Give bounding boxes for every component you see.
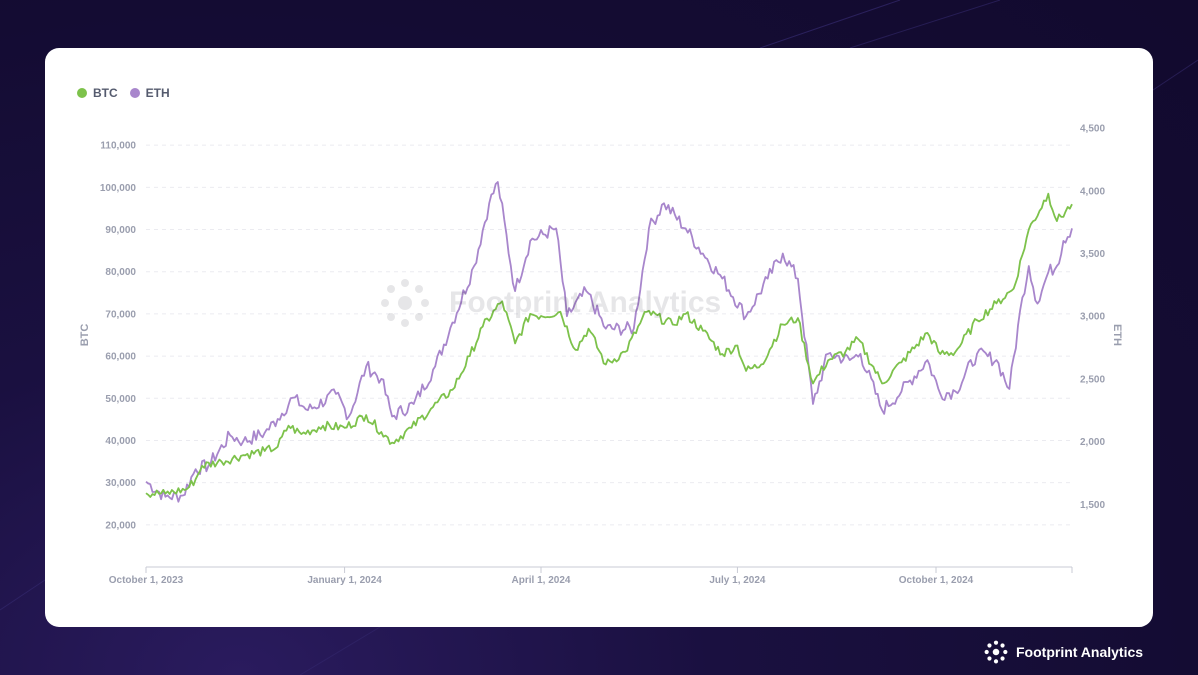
grid-layer — [146, 144, 1072, 526]
legend-item-btc[interactable]: BTC — [77, 86, 118, 100]
series-line-btc[interactable] — [145, 192, 1073, 498]
y-left-tick-label: 50,000 — [105, 394, 136, 405]
y-left-tick-label: 100,000 — [100, 183, 137, 194]
y-right-tick-label: 4,000 — [1080, 186, 1105, 197]
x-tick-label: January 1, 2024 — [307, 575, 382, 586]
line-chart: 20,000 30,000 40,000 50,000 60,000 70,000 80,0… — [79, 124, 1123, 586]
y-left-tick-label: 110,000 — [100, 141, 136, 152]
y-left-tick-label: 40,000 — [105, 436, 136, 447]
x-tick-label: July 1, 2024 — [709, 575, 766, 586]
y-left-axis-title: BTC — [79, 324, 91, 347]
y-left-tick-label: 80,000 — [105, 267, 136, 278]
y-right-tick-label: 4,500 — [1080, 124, 1105, 135]
y-left-tick-label: 20,000 — [105, 520, 136, 531]
legend-dot-btc — [77, 88, 87, 98]
legend: BTC ETH — [77, 86, 170, 100]
legend-dot-eth — [129, 88, 140, 98]
watermark: Footprint Analytics — [375, 273, 721, 333]
footprint-logo-icon — [381, 279, 429, 327]
x-tick-label: October 1, 2024 — [899, 575, 974, 586]
y-right-tick-label: 3,500 — [1080, 249, 1105, 260]
y-right-tick-label: 3,000 — [1080, 312, 1105, 323]
y-left-tick-label: 70,000 — [105, 309, 136, 320]
y-left-tick-label: 60,000 — [105, 352, 136, 363]
series-layer — [145, 181, 1073, 503]
y-right-tick-label: 2,000 — [1080, 437, 1105, 448]
chart-card: 20,000 30,000 40,000 50,000 60,000 70,000 80,0… — [45, 48, 1153, 627]
legend-item-eth[interactable]: ETH — [129, 86, 170, 100]
brand-name: Footprint Analytics — [1016, 644, 1144, 660]
legend-label-btc: BTC — [93, 86, 118, 100]
y-right-tick-label: 2,500 — [1080, 374, 1105, 385]
axis-layer: 20,000 30,000 40,000 50,000 60,000 70,000 80,0… — [79, 124, 1123, 586]
x-tick-label: April 1, 2024 — [512, 575, 571, 586]
y-right-axis-title: ETH — [1111, 324, 1123, 346]
y-right-tick-label: 1,500 — [1080, 500, 1105, 511]
y-left-tick-label: 30,000 — [105, 478, 136, 489]
brand-logo: Footprint Analytics — [982, 638, 1143, 666]
footprint-logo-icon — [984, 640, 1008, 664]
series-line-eth[interactable] — [145, 181, 1073, 503]
legend-label-eth: ETH — [145, 86, 170, 100]
y-left-tick-label: 90,000 — [105, 225, 136, 236]
watermark-text: Footprint Analytics — [449, 286, 722, 319]
x-tick-label: October 1, 2023 — [109, 575, 184, 586]
